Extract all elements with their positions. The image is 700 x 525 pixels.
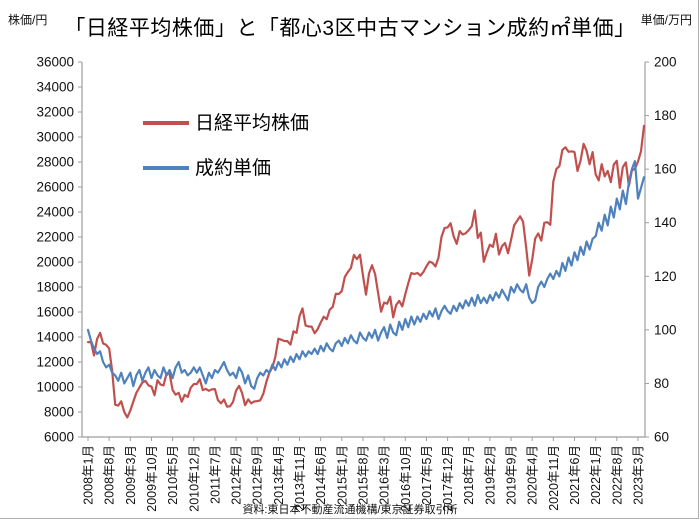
left-tick-label: 14000 [36, 330, 74, 345]
unit-price-line-swatch [143, 166, 189, 170]
legend-item-nikkei: 日経平均株価 [143, 110, 309, 136]
x-tick-label: 2012年9月 [251, 445, 265, 505]
nikkei-average-line [86, 124, 646, 419]
x-tick-label: 2011年7月 [208, 445, 222, 504]
left-tick-label: 30000 [36, 130, 74, 145]
left-tick-label: 34000 [36, 80, 74, 95]
x-tick-label: 2020年4月 [526, 445, 540, 505]
x-tick-label: 2008年1月 [82, 445, 96, 505]
x-tick-label: 2013年11月 [293, 445, 307, 511]
x-tick-label: 2017年12月 [441, 445, 455, 512]
legend-label-unit-price: 成約単価 [195, 157, 272, 179]
right-tick-label: 180 [654, 108, 677, 123]
left-tick-label: 8000 [44, 405, 74, 420]
left-tick-label: 24000 [36, 205, 74, 220]
left-tick-label: 16000 [36, 305, 74, 320]
x-tick-label: 2018年7月 [462, 445, 476, 505]
left-tick-label: 28000 [36, 155, 74, 170]
x-tick-label: 2010年12月 [187, 445, 201, 512]
x-tick-label: 2012年2月 [230, 445, 244, 505]
x-tick-label: 2022年8月 [610, 445, 624, 505]
left-tick-label: 22000 [36, 230, 74, 245]
left-tick-label: 10000 [36, 380, 74, 395]
left-tick-label: 18000 [36, 280, 74, 295]
x-tick-label: 2014年6月 [314, 445, 328, 505]
chart-legend: 日経平均株価 成約単価 [143, 110, 309, 200]
x-tick-label: 2016年10月 [399, 445, 413, 512]
x-tick-label: 2017年5月 [420, 445, 434, 505]
right-tick-label: 80 [654, 376, 669, 391]
right-tick-label: 60 [654, 430, 669, 445]
x-tick-label: 2020年11月 [547, 445, 561, 511]
left-tick-label: 32000 [36, 105, 74, 120]
x-tick-label: 2019年2月 [483, 445, 497, 505]
source-note: 資料:東日本不動産流通機構/東京証券取引所 [242, 504, 458, 516]
x-tick-label: 2008年8月 [103, 445, 117, 505]
x-tick-label: 2010年5月 [166, 445, 180, 505]
x-tick-label: 2023年3月 [631, 445, 645, 505]
contract-unit-price-line [86, 160, 646, 390]
left-tick-label: 6000 [44, 430, 74, 445]
right-tick-label: 100 [654, 322, 677, 337]
left-tick-label: 20000 [36, 255, 74, 270]
x-tick-label: 2021年6月 [568, 445, 582, 505]
x-tick-label: 2015年1月 [335, 445, 349, 505]
chart-title: 「日経平均株価」と「都心3区中古マンション成約㎡単価」 [64, 17, 636, 40]
left-tick-label: 26000 [36, 180, 74, 195]
left-tick-label: 12000 [36, 355, 74, 370]
legend-item-unit-price: 成約単価 [143, 155, 309, 181]
x-tick-label: 2019年9月 [505, 445, 519, 505]
left-axis-unit-label: 株価/円 [8, 13, 48, 27]
x-tick-label: 2009年10月 [145, 445, 159, 512]
x-tick-label: 2013年4月 [272, 445, 286, 505]
legend-label-nikkei: 日経平均株価 [195, 112, 310, 134]
x-tick-label: 2016年3月 [378, 445, 392, 505]
nikkei-line-swatch [143, 121, 189, 125]
right-tick-label: 160 [654, 162, 677, 177]
right-tick-label: 120 [654, 269, 677, 284]
right-tick-label: 140 [654, 215, 677, 230]
x-tick-label: 2015年8月 [356, 445, 370, 505]
x-tick-label: 2022年1月 [589, 445, 603, 505]
x-tick-label: 2009年3月 [124, 445, 138, 505]
right-axis-unit-label: 単価/万円 [640, 13, 692, 27]
right-tick-label: 200 [654, 55, 677, 70]
left-tick-label: 36000 [36, 55, 74, 70]
